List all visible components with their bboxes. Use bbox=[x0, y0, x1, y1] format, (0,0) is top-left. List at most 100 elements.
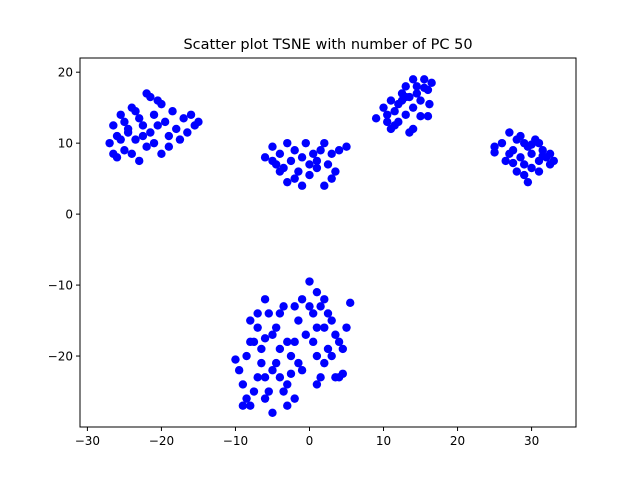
scatter-point bbox=[123, 128, 133, 137]
scatter-point bbox=[231, 355, 240, 364]
scatter-point bbox=[519, 170, 529, 180]
scatter-point bbox=[523, 177, 533, 187]
scatter-point bbox=[294, 167, 303, 176]
scatter-point bbox=[283, 177, 292, 187]
scatter-point bbox=[279, 302, 288, 311]
scatter-point bbox=[390, 107, 399, 116]
scatter-point bbox=[116, 110, 125, 119]
x-tick-label: −20 bbox=[149, 434, 174, 448]
scatter-point bbox=[194, 117, 203, 127]
scatter-point bbox=[527, 149, 536, 158]
scatter-point bbox=[327, 149, 336, 158]
scatter-point bbox=[120, 146, 129, 155]
scatter-point bbox=[142, 142, 151, 151]
y-tick-label: 0 bbox=[65, 208, 73, 222]
scatter-point bbox=[301, 138, 310, 148]
scatter-point bbox=[271, 358, 281, 368]
scatter-point bbox=[527, 163, 536, 173]
scatter-point bbox=[160, 117, 170, 127]
scatter-point bbox=[308, 309, 318, 318]
scatter-point bbox=[320, 358, 329, 368]
scatter-point bbox=[179, 114, 188, 123]
scatter-point bbox=[512, 167, 521, 176]
scatter-point bbox=[327, 174, 336, 183]
scatter-point bbox=[401, 110, 410, 119]
scatter-point bbox=[342, 142, 351, 151]
scatter-point bbox=[249, 387, 259, 396]
scatter-point bbox=[290, 394, 299, 403]
scatter-point bbox=[109, 121, 118, 130]
scatter-point bbox=[135, 156, 144, 166]
scatter-point bbox=[275, 309, 285, 318]
scatter-point bbox=[401, 82, 410, 91]
scatter-point bbox=[312, 156, 322, 166]
scatter-point bbox=[334, 146, 344, 155]
scatter-point bbox=[175, 135, 185, 144]
scatter-point bbox=[423, 111, 433, 121]
scatter-point bbox=[327, 351, 336, 361]
scatter-point bbox=[294, 358, 303, 368]
scatter-point bbox=[501, 156, 510, 166]
scatter-point bbox=[338, 344, 348, 354]
x-axis: −30 −20 −10 0 10 20 30 bbox=[75, 427, 539, 448]
scatter-point bbox=[312, 287, 322, 297]
scatter-point bbox=[386, 124, 396, 134]
scatter-point bbox=[131, 107, 140, 116]
scatter-point bbox=[260, 394, 270, 403]
scatter-point bbox=[331, 330, 340, 339]
scatter-point bbox=[260, 295, 270, 304]
scatter-point bbox=[164, 142, 174, 151]
scatter-point bbox=[138, 131, 148, 141]
scatter-point bbox=[260, 153, 270, 162]
scatter-point bbox=[275, 344, 285, 354]
scatter-point bbox=[283, 380, 292, 389]
scatter-point bbox=[105, 138, 114, 148]
scatter-point bbox=[290, 302, 299, 311]
scatter-point bbox=[334, 373, 344, 382]
scatter-point bbox=[427, 78, 436, 88]
scatter-point bbox=[320, 295, 329, 304]
scatter-point bbox=[275, 167, 285, 176]
scatter-point bbox=[297, 181, 307, 190]
scatter-point bbox=[305, 277, 314, 286]
scatter-point bbox=[316, 373, 325, 382]
scatter-point bbox=[416, 111, 425, 121]
scatter-point bbox=[268, 156, 277, 166]
scatter-point bbox=[153, 121, 162, 130]
scatter-point bbox=[516, 131, 525, 141]
scatter-point bbox=[416, 96, 425, 105]
scatter-point bbox=[497, 138, 507, 148]
scatter-point bbox=[283, 337, 292, 347]
scatter-point bbox=[420, 75, 429, 84]
scatter-point bbox=[383, 110, 392, 119]
scatter-point bbox=[257, 358, 266, 368]
x-tick-label: 30 bbox=[524, 434, 539, 448]
scatter-point bbox=[320, 181, 329, 190]
y-axis: 20 10 0 −10 −20 bbox=[48, 66, 80, 364]
scatter-point bbox=[290, 146, 299, 155]
x-tick-label: 20 bbox=[450, 434, 465, 448]
scatter-point bbox=[138, 121, 148, 130]
y-tick-label: 20 bbox=[58, 66, 73, 80]
scatter-point bbox=[519, 138, 529, 148]
scatter-point bbox=[412, 89, 422, 98]
scatter-point bbox=[549, 156, 558, 166]
scatter-point bbox=[286, 351, 296, 361]
scatter-point bbox=[242, 394, 251, 403]
data-points bbox=[105, 75, 558, 418]
scatter-point bbox=[172, 124, 181, 134]
scatter-point bbox=[246, 401, 255, 410]
scatter-point bbox=[342, 323, 351, 332]
scatter-point bbox=[268, 408, 277, 418]
scatter-point bbox=[294, 316, 303, 325]
scatter-point bbox=[323, 309, 333, 318]
scatter-point bbox=[264, 387, 273, 396]
scatter-point bbox=[327, 316, 336, 325]
x-tick-label: 10 bbox=[376, 434, 391, 448]
scatter-point bbox=[323, 344, 333, 354]
scatter-point bbox=[405, 128, 414, 137]
scatter-point bbox=[425, 99, 434, 109]
scatter-point bbox=[238, 401, 248, 410]
scatter-point bbox=[401, 92, 410, 102]
